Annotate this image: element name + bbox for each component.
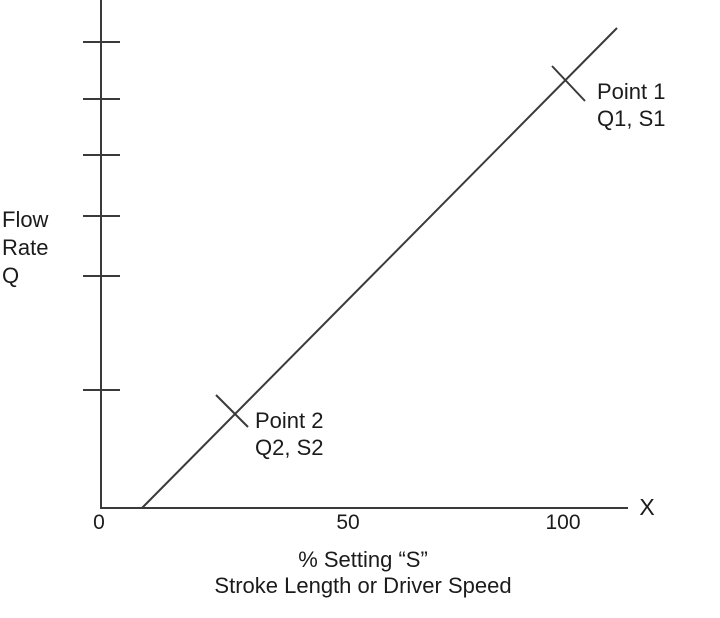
point-1-coords: Q1, S1 bbox=[597, 106, 666, 131]
point-2-marker bbox=[215, 394, 249, 428]
y-axis-label: Flow Rate Q bbox=[2, 206, 48, 290]
point-2-label: Point 2 Q2, S2 bbox=[255, 407, 324, 461]
point-1-label: Point 1 Q1, S1 bbox=[597, 78, 666, 132]
x-tick-label-0: 0 bbox=[93, 511, 105, 534]
x-tick-label-100: 100 bbox=[545, 511, 581, 534]
point-1-name: Point 1 bbox=[597, 79, 666, 104]
flow-line bbox=[141, 27, 618, 509]
y-axis-label-line-3: Q bbox=[2, 263, 20, 288]
x-axis-title-line-1: % Setting “S” bbox=[298, 547, 428, 572]
x-axis-title: % Setting “S” Stroke Length or Driver Sp… bbox=[214, 547, 511, 599]
x-axis-title-line-2: Stroke Length or Driver Speed bbox=[214, 573, 512, 598]
y-axis-ticks bbox=[83, 41, 120, 391]
point-1-marker bbox=[551, 65, 586, 102]
x-tick-label-50: 50 bbox=[336, 511, 360, 534]
y-axis-label-line-2: Rate bbox=[2, 235, 49, 260]
point-2-coords: Q2, S2 bbox=[255, 435, 324, 460]
point-2-name: Point 2 bbox=[255, 408, 324, 433]
y-axis-label-line-1: Flow bbox=[2, 207, 49, 232]
x-axis-variable-label: X bbox=[639, 494, 655, 520]
